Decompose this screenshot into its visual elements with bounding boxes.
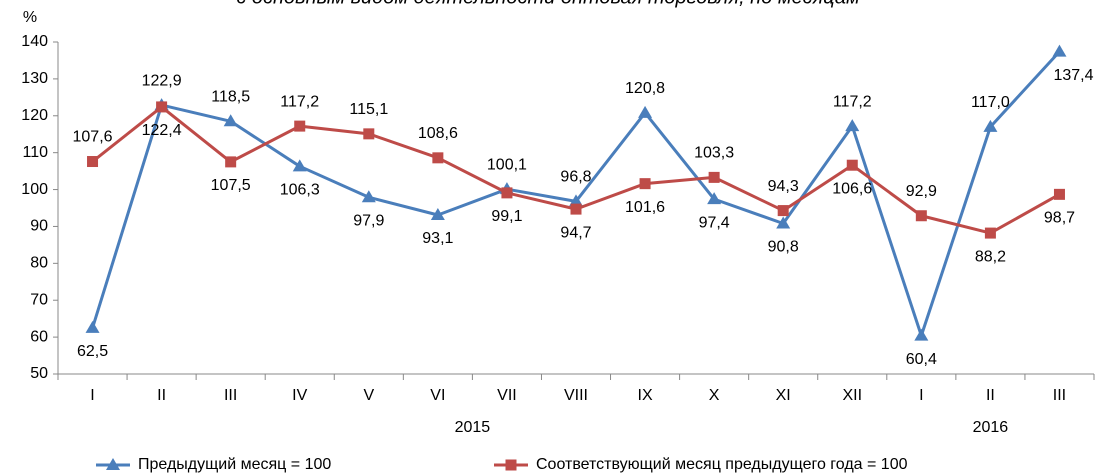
x-tick-label: XI: [776, 387, 791, 404]
square-marker: [87, 156, 99, 168]
triangle-marker: [1052, 44, 1067, 57]
y-tick-label: 130: [21, 70, 48, 87]
triangle-marker: [983, 119, 998, 132]
data-label: 106,3: [280, 182, 320, 199]
square-marker: [501, 187, 513, 199]
square-marker: [639, 178, 651, 190]
data-label: 118,5: [211, 89, 250, 106]
x-tick-label: VI: [430, 387, 445, 404]
square-marker: [294, 120, 306, 132]
triangle-marker: [569, 194, 583, 207]
legend-marker: [106, 458, 120, 470]
legend-marker: [505, 459, 517, 471]
data-label: 60,4: [906, 351, 937, 368]
square-marker: [984, 227, 996, 239]
x-group-label: 2016: [973, 419, 1009, 436]
triangle-marker: [223, 114, 238, 127]
y-tick-label: 80: [30, 255, 48, 272]
triangle-marker: [292, 159, 307, 172]
data-label: 62,5: [77, 343, 108, 360]
x-tick-label: III: [224, 387, 237, 404]
x-tick-label: I: [919, 387, 923, 404]
data-label: 94,3: [768, 178, 799, 195]
data-label: 117,0: [971, 94, 1010, 111]
triangle-marker: [707, 192, 722, 205]
y-tick-label: 60: [30, 328, 48, 345]
data-label: 101,6: [625, 199, 665, 216]
y-tick-label: 50: [30, 365, 48, 382]
data-label: 100,1: [487, 156, 527, 173]
y-tick-label: 120: [21, 107, 48, 124]
square-marker: [432, 152, 444, 164]
square-marker: [915, 210, 927, 222]
data-label: 122,4: [142, 122, 182, 139]
x-tick-label: X: [709, 387, 720, 404]
data-label: 99,1: [491, 208, 522, 225]
data-label: 96,8: [560, 169, 591, 186]
x-tick-label: IV: [292, 387, 307, 404]
x-tick-label: VII: [497, 387, 517, 404]
square-marker: [570, 203, 582, 215]
data-label: 137,4: [1053, 67, 1093, 84]
data-label: 122,9: [142, 72, 182, 89]
y-tick-label: 90: [30, 218, 48, 235]
data-label: 88,2: [975, 248, 1006, 265]
data-label: 98,7: [1044, 210, 1075, 227]
y-tick-label: 110: [22, 144, 48, 161]
x-tick-label: VIII: [564, 387, 588, 404]
y-tick-label: 100: [21, 181, 48, 198]
x-tick-label: III: [1053, 387, 1066, 404]
square-marker: [156, 101, 168, 113]
data-label: 97,4: [699, 214, 730, 231]
data-label: 92,9: [906, 183, 937, 200]
x-tick-label: V: [363, 387, 374, 404]
x-tick-label: II: [986, 387, 995, 404]
square-marker: [846, 159, 858, 171]
data-label: 117,2: [833, 93, 872, 110]
square-marker: [708, 171, 720, 183]
triangle-marker: [85, 320, 100, 333]
x-tick-label: I: [90, 387, 94, 404]
square-marker: [363, 128, 375, 140]
y-unit: %: [23, 9, 37, 26]
data-label: 103,3: [694, 145, 734, 162]
triangle-marker: [361, 190, 376, 203]
data-label: 97,9: [353, 213, 384, 230]
square-marker: [1053, 188, 1065, 200]
legend-label: Предыдущий месяц = 100: [138, 456, 331, 473]
square-marker: [777, 205, 789, 217]
triangle-marker: [638, 105, 653, 118]
y-tick-label: 140: [21, 33, 48, 50]
triangle-marker: [914, 328, 929, 341]
x-tick-label: II: [157, 387, 166, 404]
legend-label: Соответствующий месяц предыдущего года =…: [536, 456, 908, 473]
data-label: 93,1: [422, 230, 453, 247]
chart-title: с основным видом деятельности оптовая то…: [236, 0, 860, 8]
data-label: 120,8: [625, 80, 665, 97]
data-label: 90,8: [768, 239, 799, 256]
data-label: 107,6: [73, 129, 113, 146]
data-label: 115,1: [349, 101, 388, 118]
y-tick-label: 70: [30, 291, 48, 308]
triangle-marker: [430, 208, 445, 221]
triangle-marker: [845, 119, 860, 132]
x-group-label: 2015: [455, 419, 491, 436]
data-label: 108,6: [418, 125, 458, 142]
x-tick-label: XII: [842, 387, 862, 404]
data-label: 117,2: [280, 93, 319, 110]
data-label: 106,6: [832, 180, 872, 197]
triangle-marker: [776, 216, 791, 229]
x-tick-label: IX: [638, 387, 653, 404]
square-marker: [225, 156, 237, 168]
data-label: 94,7: [560, 224, 591, 241]
data-label: 107,5: [211, 177, 251, 194]
